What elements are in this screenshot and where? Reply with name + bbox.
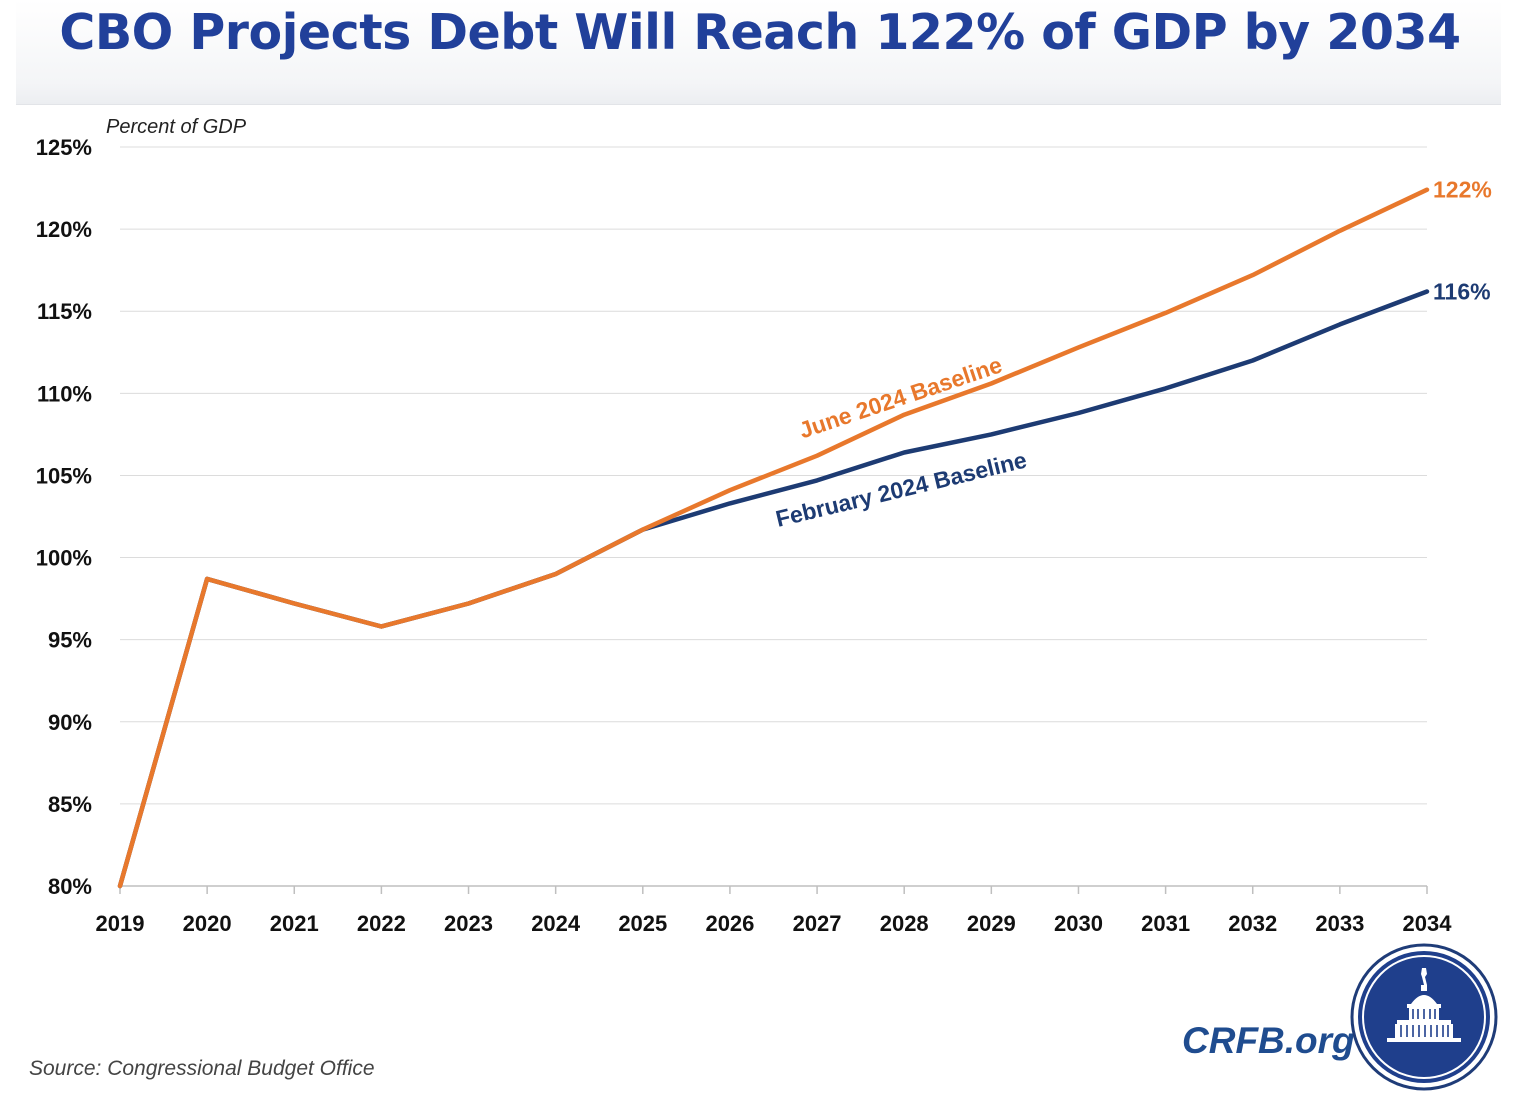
x-tick-label: 2022 xyxy=(357,911,406,936)
y-tick-label: 90% xyxy=(48,710,92,735)
y-tick-label: 95% xyxy=(48,628,92,653)
series-label: June 2024 Baseline xyxy=(796,351,1006,443)
title-band xyxy=(16,0,1501,105)
x-tick-label: 2026 xyxy=(705,911,754,936)
x-tick-label: 2021 xyxy=(270,911,319,936)
y-tick-label: 115% xyxy=(37,299,92,324)
y-tick-label: 125% xyxy=(36,135,92,160)
source-note: Source: Congressional Budget Office xyxy=(29,1057,375,1080)
x-tick-label: 2034 xyxy=(1403,911,1453,936)
x-tick-label: 2033 xyxy=(1315,911,1364,936)
x-tick-label: 2030 xyxy=(1054,911,1103,936)
x-tick-label: 2029 xyxy=(967,911,1016,936)
series-line-june-2024-baseline xyxy=(117,187,1430,889)
x-tick-label: 2019 xyxy=(96,911,145,936)
x-tick-label: 2032 xyxy=(1228,911,1277,936)
x-tick-label: 2027 xyxy=(793,911,842,936)
x-tick-label: 2028 xyxy=(880,911,929,936)
x-tick-label: 2025 xyxy=(618,911,667,936)
y-tick-label: 85% xyxy=(48,792,92,817)
x-tick-label: 2020 xyxy=(183,911,232,936)
x-tick-label: 2031 xyxy=(1141,911,1190,936)
y-tick-label: 80% xyxy=(48,874,92,899)
y-tick-label: 100% xyxy=(36,546,92,571)
brand-link[interactable]: CRFB.org xyxy=(1182,1020,1355,1061)
x-tick-label: 2023 xyxy=(444,911,493,936)
y-tick-label: 120% xyxy=(36,217,92,242)
y-axis-label: Percent of GDP xyxy=(106,116,247,138)
chart-title: CBO Projects Debt Will Reach 122% of GDP… xyxy=(59,4,1461,61)
y-tick-label: 105% xyxy=(36,463,92,488)
end-value-label: 116% xyxy=(1433,279,1491,305)
capitol-dome-seal-icon xyxy=(1350,943,1498,1091)
x-tick-label: 2024 xyxy=(531,911,581,936)
y-tick-label: 110% xyxy=(37,381,92,406)
end-value-label: 122% xyxy=(1433,177,1492,203)
series-line-february-2024-baseline xyxy=(117,289,1430,889)
